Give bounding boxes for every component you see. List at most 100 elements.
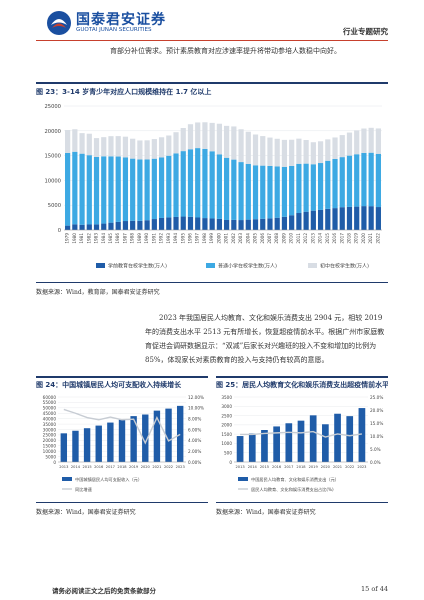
y-tick-label-left: 3500 [221,395,232,400]
x-tick-label: 1989 [137,233,142,244]
bar-segment [65,152,71,226]
y-tick-label-left: 1500 [221,432,232,437]
y-tick-label-right: 2.00% [188,449,201,454]
bar-segment [224,125,230,158]
page-header: 国泰君安证券 GUOTAI JUNAN SECURITIES 行业专题研究 [0,0,424,44]
bar-segment [122,157,129,222]
bar-segment [238,129,244,163]
bar-segment [231,159,237,220]
bar-segment [166,135,172,156]
x-tick-label: 2002 [231,233,236,244]
x-tick-label: 2016 [332,233,337,244]
line-series [63,408,181,445]
x-tick-label: 2013 [310,233,315,244]
bar-segment [289,215,295,230]
bar-segment [202,218,208,230]
bar-segment [180,128,186,152]
bar-segment [137,159,143,221]
x-tick-label: 1991 [151,233,156,244]
bar-segment [202,148,208,219]
bar-segment [267,137,273,166]
bar-segment [151,139,157,159]
bar-segment [238,220,244,230]
x-tick-label: 2015 [83,465,92,469]
bar-segment [130,158,136,221]
bar-segment [180,151,186,217]
bar-segment [144,220,150,230]
y-tick-label-left: 0 [53,460,56,465]
bar-segment [346,132,353,156]
x-tick-label: 2017 [284,465,293,469]
bar [236,436,244,462]
y-tick-label-left: 25000 [43,433,57,438]
bar-segment [72,224,78,230]
y-tick-label-left: 30000 [43,427,57,432]
fig23-rule-bottom [36,282,388,283]
y-tick-label-left: 10000 [43,449,57,454]
bar [261,430,268,462]
x-tick-label: 1986 [115,233,120,244]
bar-segment [281,166,288,217]
bar-segment [354,154,360,207]
x-tick-label: 2018 [346,233,351,244]
bar-segment [281,216,288,230]
x-tick-label: 1984 [101,233,106,244]
x-tick-label: 2016 [272,465,282,469]
x-tick-label: 2023 [357,465,366,469]
bar-segment [101,223,107,230]
y-tick-label-right: 20.0% [370,408,383,413]
fig25-source: 数据来源：Wind，国泰君安证券研究 [216,509,316,516]
bar-segment [202,122,208,149]
bar-segment [151,219,157,230]
x-tick-label: 2014 [318,233,323,244]
bar [334,413,341,462]
x-tick-label: 2021 [333,465,342,469]
bar-segment [79,153,85,225]
bar-segment [339,207,345,230]
bar [358,408,366,462]
fig25-rule-bottom [216,502,388,503]
bar-segment [296,213,302,230]
y-tick-label-right: 10.00% [188,406,204,411]
bar-segment [108,136,114,157]
bar-segment [65,225,71,230]
fig24-title: 图 24：中国城镇居民人均可支配收入持续增长 [36,381,182,389]
x-tick-label: 1990 [144,233,149,244]
bar-segment [332,208,338,230]
legend-swatch [206,263,215,268]
x-tick-label: 1997 [195,233,200,244]
bar-segment [195,217,201,230]
bar-segment [137,220,143,230]
y-tick-label-right: 25.0% [370,395,383,400]
bar [142,414,149,462]
bar-segment [187,124,194,150]
legend-swatch-bar [238,477,248,481]
legend-label-line: 同比增速 [75,486,93,493]
bar-segment [354,206,360,230]
bar-segment [173,132,179,154]
x-tick-label: 1999 [209,233,214,244]
y-tick-label-left: 35000 [43,422,57,427]
company-name-cn: 国泰君安证券 [76,12,166,28]
bar-segment [274,138,280,167]
bar-segment [158,157,165,218]
x-tick-label: 2007 [267,233,272,244]
y-tick-label-left: 55000 [43,400,57,405]
y-tick-label-right: 8.00% [188,416,201,421]
bar [285,423,293,462]
bar-segment [86,155,92,225]
x-tick-label: 2022 [345,465,354,469]
fig23-title: 图 23：3-14 岁青少年对应人口规模维持在 1.7 亿以上 [36,88,212,96]
bar-segment [72,151,78,225]
bar-segment [252,165,259,220]
legend-label: 初中在校学生数(万人) [320,263,369,270]
x-tick-label: 1995 [180,233,185,244]
legend-swatch [96,263,105,268]
bar-segment [289,165,295,216]
bar [248,433,256,462]
bar-segment [93,138,100,157]
x-tick-label: 2014 [71,465,81,469]
bar [60,433,68,462]
bar-segment [173,153,179,217]
bar-segment [303,140,309,164]
